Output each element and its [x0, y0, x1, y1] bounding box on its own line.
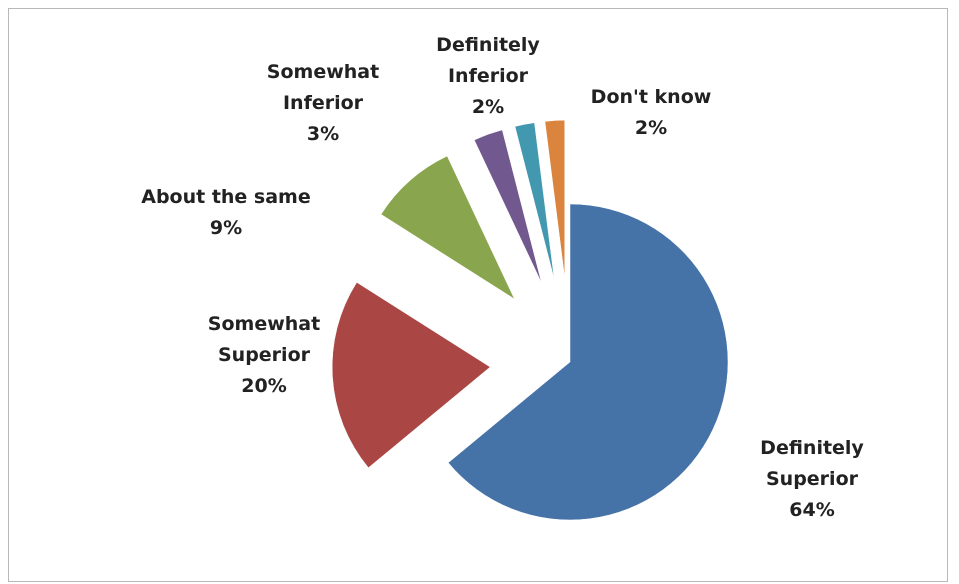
data-label-don-t-know: Don't know 2% — [591, 86, 712, 139]
pie-slice-somewhat-inferior — [473, 129, 542, 284]
data-label-definitely-inferior: Definitely Inferior 2% — [436, 34, 540, 118]
data-label-percent: 2% — [635, 117, 667, 139]
data-label-text: Somewhat — [267, 61, 379, 83]
pie-slice-somewhat-superior — [331, 282, 491, 469]
data-label-text: About the same — [141, 186, 311, 208]
data-label-percent: 20% — [241, 375, 286, 397]
data-label-percent: 64% — [789, 499, 834, 521]
data-label-definitely-superior: Definitely Superior 64% — [760, 437, 864, 521]
data-label-somewhat-superior: Somewhat Superior 20% — [208, 313, 320, 397]
pie-slice-definitely-inferior — [514, 122, 555, 280]
data-label-percent: 3% — [307, 123, 339, 145]
data-label-somewhat-inferior: Somewhat Inferior 3% — [267, 61, 379, 145]
data-label-text: Superior — [218, 344, 311, 366]
data-label-text: Inferior — [448, 65, 529, 87]
data-label-percent: 2% — [472, 96, 504, 118]
data-label-about-the-same: About the same 9% — [141, 186, 311, 239]
data-label-percent: 9% — [210, 217, 242, 239]
data-label-text: Inferior — [283, 92, 364, 114]
pie-slice-definitely-superior — [447, 203, 729, 521]
data-label-text: Don't know — [591, 86, 712, 108]
data-label-text: Definitely — [436, 34, 540, 56]
data-label-text: Definitely — [760, 437, 864, 459]
data-label-text: Somewhat — [208, 313, 320, 335]
pie-slice-don-t-know — [544, 119, 565, 279]
data-label-text: Superior — [766, 468, 859, 490]
pie-slice-about-the-same — [380, 155, 516, 300]
